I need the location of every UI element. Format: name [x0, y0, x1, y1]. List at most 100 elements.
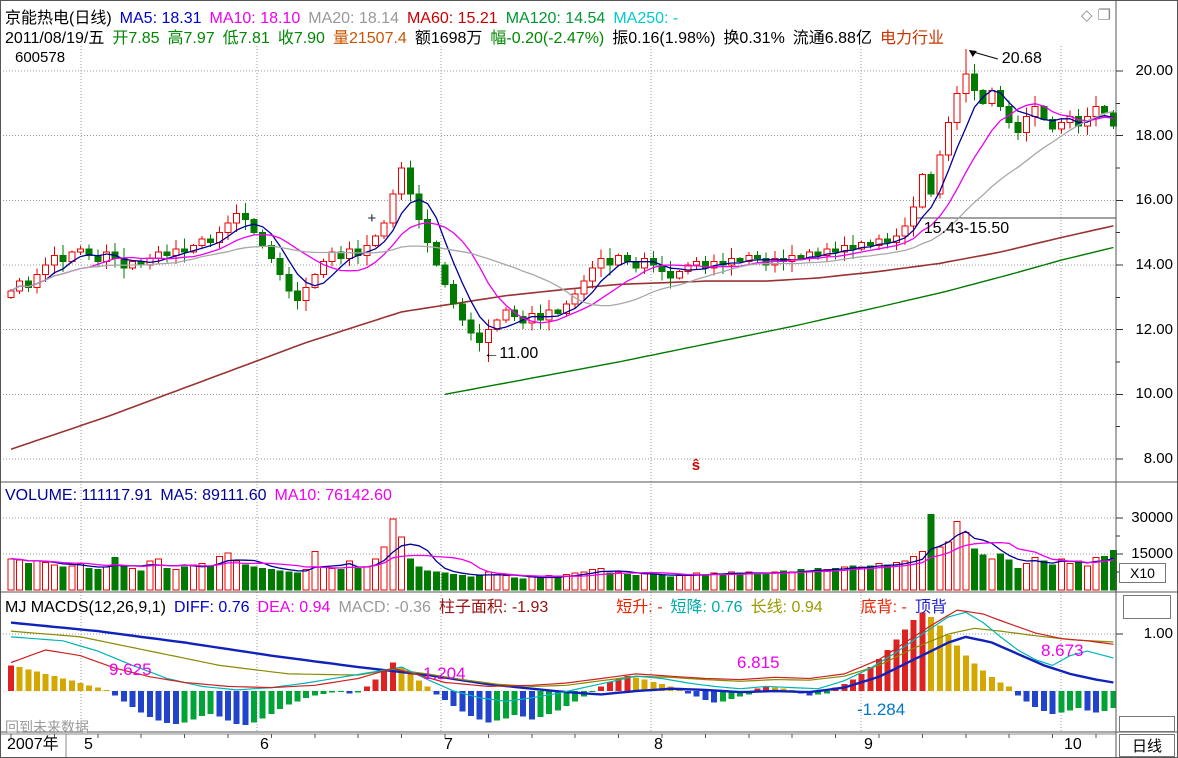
macd-histogram-bar[interactable]	[259, 691, 266, 719]
macd-histogram-bar[interactable]	[51, 676, 58, 691]
macd-histogram-bar[interactable]	[988, 676, 995, 691]
macd-histogram-bar[interactable]	[216, 691, 223, 717]
candle-body[interactable]	[250, 219, 258, 234]
macd-histogram-bar[interactable]	[520, 691, 527, 717]
volume-bar[interactable]	[649, 573, 657, 591]
macd-histogram-bar[interactable]	[1110, 691, 1117, 709]
candle-body[interactable]	[892, 235, 900, 243]
macd-histogram-bar[interactable]	[771, 687, 778, 691]
volume-bar[interactable]	[354, 567, 362, 591]
volume-bar[interactable]	[554, 576, 562, 591]
candle-body[interactable]	[380, 222, 388, 237]
volume-bar[interactable]	[589, 569, 597, 591]
volume-bar[interactable]	[16, 559, 24, 591]
macd-histogram-bar[interactable]	[198, 691, 205, 717]
macd-histogram-bar[interactable]	[337, 691, 344, 693]
volume-bar[interactable]	[68, 565, 76, 591]
macd-histogram-bar[interactable]	[572, 691, 579, 702]
macd-histogram-bar[interactable]	[1023, 691, 1030, 702]
volume-bar[interactable]	[406, 558, 414, 591]
macd-histogram-bar[interactable]	[103, 689, 110, 691]
volume-bar[interactable]	[1040, 560, 1048, 591]
macd-histogram-bar[interactable]	[77, 683, 84, 691]
candle-body[interactable]	[953, 93, 961, 124]
macd-histogram-bar[interactable]	[164, 691, 171, 723]
macd-histogram-bar[interactable]	[537, 691, 544, 718]
volume-bar[interactable]	[181, 566, 189, 591]
macd-histogram-bar[interactable]	[251, 691, 258, 723]
candle-body[interactable]	[554, 309, 562, 314]
macd-histogram-bar[interactable]	[737, 691, 744, 697]
macd-histogram-bar[interactable]	[1032, 691, 1039, 707]
macd-histogram-bar[interactable]	[632, 677, 639, 691]
volume-bar[interactable]	[302, 569, 310, 591]
volume-bar[interactable]	[1092, 557, 1100, 591]
volume-bar[interactable]	[259, 567, 267, 591]
candle-body[interactable]	[346, 248, 354, 260]
volume-bar[interactable]	[780, 570, 788, 591]
macd-histogram-bar[interactable]	[910, 619, 917, 691]
volume-bar[interactable]	[215, 555, 223, 591]
macd-histogram-bar[interactable]	[363, 686, 370, 691]
macd-histogram-bar[interactable]	[893, 639, 900, 691]
volume-bar[interactable]	[753, 572, 761, 591]
volume-bar[interactable]	[632, 575, 640, 591]
period-selector[interactable]: 日线	[1119, 734, 1175, 757]
macd-histogram-bar[interactable]	[928, 616, 935, 691]
candle-body[interactable]	[458, 303, 466, 321]
volume-bar[interactable]	[892, 561, 900, 591]
volume-bar[interactable]	[233, 560, 241, 591]
candle-body[interactable]	[745, 254, 753, 263]
volume-bar[interactable]	[398, 536, 406, 591]
macd-histogram-bar[interactable]	[641, 679, 648, 691]
candle-body[interactable]	[406, 167, 414, 195]
macd-histogram-bar[interactable]	[94, 687, 101, 691]
candle-body[interactable]	[172, 248, 180, 256]
volume-bar[interactable]	[146, 560, 154, 591]
volume-bar[interactable]	[719, 573, 727, 591]
macd-histogram-bar[interactable]	[355, 691, 362, 693]
candle-body[interactable]	[42, 264, 50, 276]
macd-histogram-bar[interactable]	[823, 691, 830, 694]
macd-histogram-bar[interactable]	[1040, 691, 1047, 711]
volume-bar[interactable]	[155, 558, 163, 591]
macd-histogram-bar[interactable]	[615, 678, 622, 691]
macd-histogram-bar[interactable]	[407, 673, 414, 691]
macd-histogram-bar[interactable]	[685, 691, 692, 694]
candle-body[interactable]	[667, 270, 675, 279]
volume-bar[interactable]	[788, 571, 796, 591]
macd-histogram-bar[interactable]	[42, 673, 49, 691]
macd-histogram-bar[interactable]	[598, 686, 605, 691]
volume-bar[interactable]	[76, 563, 84, 591]
macd-histogram-bar[interactable]	[25, 669, 32, 691]
candle-body[interactable]	[910, 206, 918, 227]
macd-histogram-bar[interactable]	[1084, 691, 1091, 711]
volume-bar[interactable]	[250, 566, 258, 591]
macd-histogram-bar[interactable]	[693, 691, 700, 697]
candle-body[interactable]	[1049, 118, 1057, 130]
candle-body[interactable]	[727, 258, 735, 266]
volume-bar[interactable]	[597, 567, 605, 591]
volume-bar[interactable]	[884, 564, 892, 591]
macd-histogram-bar[interactable]	[763, 686, 770, 691]
candle-body[interactable]	[849, 245, 857, 250]
volume-bar[interactable]	[163, 567, 171, 591]
candle-body[interactable]	[563, 303, 571, 314]
macd-histogram-bar[interactable]	[346, 691, 353, 694]
macd-histogram-bar[interactable]	[8, 665, 14, 691]
candle-body[interactable]	[450, 283, 458, 305]
volume-bar[interactable]	[528, 576, 536, 591]
volume-bar[interactable]	[424, 570, 432, 591]
candle-body[interactable]	[1057, 122, 1065, 130]
candle-body[interactable]	[328, 251, 336, 263]
volume-bar[interactable]	[1066, 563, 1074, 591]
volume-bar[interactable]	[493, 573, 501, 591]
volume-bar[interactable]	[970, 548, 978, 591]
volume-bar[interactable]	[502, 575, 510, 591]
candle-body[interactable]	[363, 245, 371, 256]
volume-bar[interactable]	[458, 575, 466, 591]
candle-body[interactable]	[1023, 115, 1031, 133]
volume-bar[interactable]	[1014, 567, 1022, 591]
volume-bar[interactable]	[1031, 557, 1039, 591]
candle-body[interactable]	[962, 73, 970, 95]
